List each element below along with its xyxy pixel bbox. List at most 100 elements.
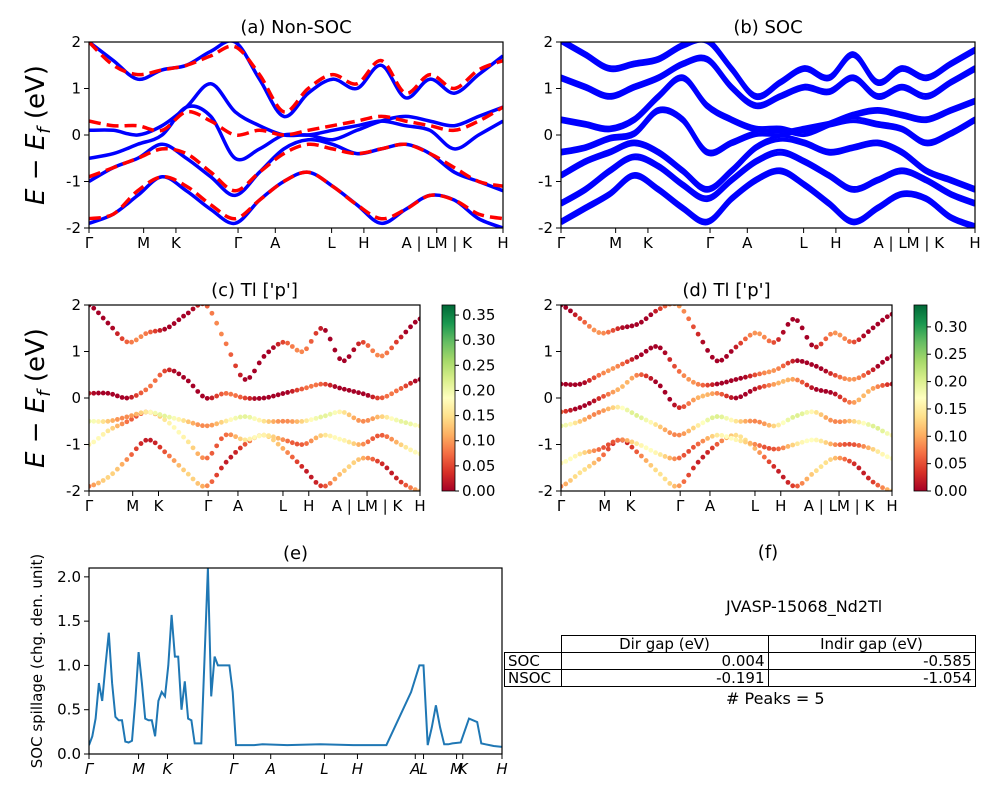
x-tick-label: A | LM | K xyxy=(332,497,404,515)
projection-point xyxy=(785,417,791,423)
projection-point xyxy=(237,414,243,420)
projection-point xyxy=(247,436,253,442)
y-tick-label: -2 xyxy=(538,482,553,500)
projection-point xyxy=(252,396,257,401)
projection-point xyxy=(408,324,413,330)
projection-point xyxy=(861,333,867,339)
projection-point xyxy=(733,395,739,401)
projection-point xyxy=(648,345,654,351)
projection-point xyxy=(233,363,238,369)
projection-point xyxy=(837,332,843,338)
projection-point xyxy=(591,398,597,404)
projection-point xyxy=(851,442,857,448)
projection-point xyxy=(124,395,130,401)
projection-point xyxy=(346,387,352,393)
y-tick-label: -1 xyxy=(538,173,553,191)
projection-point xyxy=(356,418,361,423)
projection-point xyxy=(809,385,815,391)
projection-point xyxy=(851,400,857,405)
projection-point xyxy=(624,324,630,330)
projection-point xyxy=(648,375,654,381)
projection-point xyxy=(847,418,852,424)
projection-point xyxy=(757,443,762,448)
projection-point xyxy=(252,368,257,374)
x-tick-label: Γ xyxy=(85,497,94,515)
projection-point xyxy=(356,457,361,463)
projection-point xyxy=(252,435,257,440)
projection-point xyxy=(237,436,243,442)
x-tick-label: A xyxy=(409,760,420,778)
x-tick-label: Γ xyxy=(234,234,243,252)
table-row: NSOC -0.191 -1.054 xyxy=(504,669,976,687)
projection-point xyxy=(171,425,177,430)
projection-point xyxy=(601,408,606,414)
projection-point xyxy=(875,482,881,488)
projection-point xyxy=(294,419,300,424)
colorbar-tick-label: 0.00 xyxy=(934,482,967,500)
projection-point xyxy=(596,456,602,462)
projection-point xyxy=(119,461,125,467)
material-id: JVASP-15068_Nd2Tl xyxy=(726,597,883,616)
projection-point xyxy=(313,479,319,485)
projection-point xyxy=(672,402,677,408)
x-tick-label: H xyxy=(358,234,369,252)
projection-point xyxy=(861,470,867,476)
projection-point xyxy=(880,451,885,457)
projection-point xyxy=(242,414,248,420)
x-tick-label: K xyxy=(643,234,654,252)
projection-point xyxy=(209,479,215,485)
projection-point xyxy=(766,369,772,375)
colorbar-tick-label: 0.00 xyxy=(462,482,495,500)
projection-point xyxy=(204,305,210,309)
x-tick-label: M xyxy=(609,234,622,252)
projection-point xyxy=(738,419,744,424)
x-tick-label: Γ xyxy=(85,234,94,252)
x-tick-label: A xyxy=(270,234,281,252)
projection-point xyxy=(403,444,409,450)
projection-point xyxy=(738,340,744,346)
projection-point xyxy=(799,439,805,445)
projection-point xyxy=(818,464,824,470)
projection-point xyxy=(398,418,404,424)
projection-point xyxy=(823,336,829,342)
projection-point xyxy=(148,383,153,389)
projection-point xyxy=(596,330,602,335)
projection-point xyxy=(818,388,824,393)
y-tick-label: 1 xyxy=(543,343,553,361)
projection-point xyxy=(100,431,106,437)
projection-point xyxy=(389,436,395,442)
colorbar-tick-label: 0.05 xyxy=(462,457,495,475)
projection-point xyxy=(256,417,262,423)
band-line xyxy=(561,151,975,207)
projection-point xyxy=(181,434,186,440)
projection-point xyxy=(200,483,205,489)
projection-point xyxy=(228,454,234,460)
projection-point xyxy=(761,370,767,376)
projection-point xyxy=(157,444,163,450)
projection-point xyxy=(837,394,843,400)
projection-point xyxy=(119,415,125,421)
table-header-cell: Dir gap (eV) xyxy=(560,635,769,653)
projection-point xyxy=(615,363,621,369)
projection-point xyxy=(780,420,786,426)
projection-point xyxy=(190,445,196,451)
projection-point xyxy=(360,455,366,461)
chart-title: (f) xyxy=(758,542,778,563)
projection-point xyxy=(261,395,267,401)
projection-point xyxy=(285,438,290,444)
projection-point xyxy=(648,447,654,453)
projection-point xyxy=(856,337,862,343)
projection-point xyxy=(799,379,805,385)
y-tick-label: 2 xyxy=(543,296,553,314)
chart-title: (c) Tl ['p'] xyxy=(211,280,298,301)
projection-point xyxy=(634,354,640,360)
projection-point xyxy=(624,379,630,385)
projection-point xyxy=(634,441,640,447)
projection-point xyxy=(346,464,352,470)
projection-point xyxy=(233,393,238,398)
projection-point xyxy=(847,399,852,405)
projection-point xyxy=(280,418,286,424)
projection-point xyxy=(884,314,890,320)
projection-point xyxy=(809,342,815,348)
projection-point xyxy=(823,440,829,445)
